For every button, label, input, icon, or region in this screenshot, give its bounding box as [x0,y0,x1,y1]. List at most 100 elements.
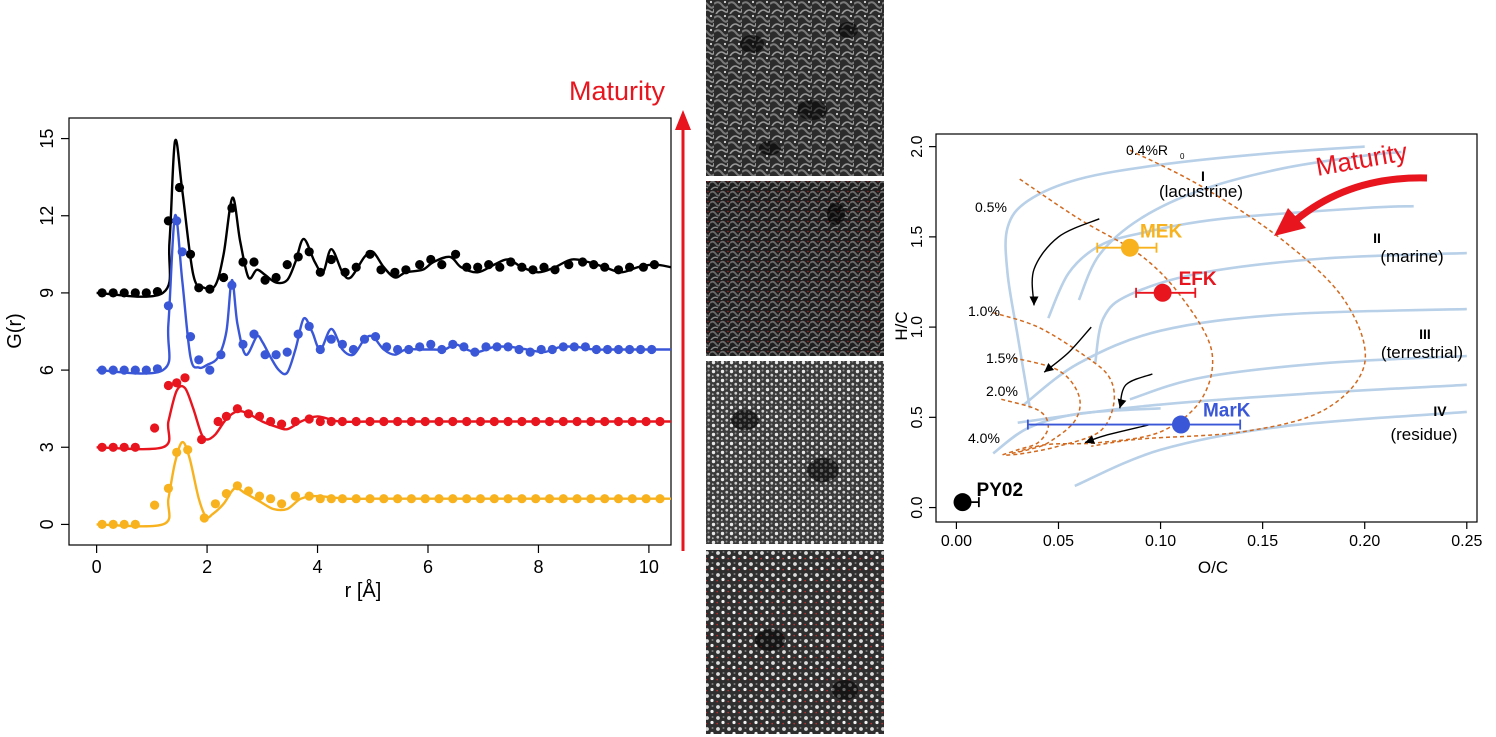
sample-efk-label: EFK [1179,269,1217,290]
pdf-series-3-point [221,489,231,499]
pdf-series-3-point [613,494,624,504]
pdf-series-1-point [152,364,162,374]
vk-y-tick-label: 2.0 [909,135,926,157]
pdf-series-1-point [514,344,524,355]
pdf-series-1-point [293,329,303,339]
pdf-series-1-point [448,339,458,349]
flow-arrow-1 [1043,326,1092,373]
flow-arrow-head-0 [1029,296,1039,306]
pdf-series-0-point [227,203,237,213]
kerogen-type-4-roman: IV [1433,403,1447,419]
pdf-series-2-point [197,434,207,445]
pdf-series-0-point [473,262,483,272]
vk-x-tick-label: 0.20 [1349,533,1380,550]
pdf-series-1-point [558,342,568,352]
pdf-series-2-point [434,416,444,427]
pdf-series-3-point [183,445,193,455]
maturity-isoline-3 [1011,357,1081,455]
pdf-series-0-point [340,267,350,277]
pdf-series-2-point [150,423,160,433]
pdf-series-1-point [437,344,447,355]
pdf-series-1-point [636,344,646,355]
pdf-series-1-point [141,365,151,375]
vk-y-tick-label: 0.0 [909,496,926,518]
pdf-series-1-point [194,355,204,365]
pdf-series-3-point [326,494,336,504]
pdf-series-2-point [277,419,287,429]
kerogen-path-7 [1074,410,1467,488]
pdf-plot-frame [68,117,672,546]
pdf-series-0-point [304,247,314,257]
pdf-series-1-point [172,216,182,226]
maturity-isoline-2 [992,311,1116,456]
pdf-series-3-point [254,491,265,501]
pdf-series-1-point [492,342,502,352]
pdf-series-3-point [475,494,486,504]
flow-arrow-head-1 [1044,363,1055,373]
pdf-series-0-point [495,262,505,272]
pdf-series-3-point [199,513,209,523]
pdf-series-3-point [266,494,276,504]
pdf-series-1-point [536,344,546,355]
pdf-series-1-point [503,342,513,352]
pdf-series-0-point [205,284,215,294]
pdf-series-2-point [531,416,541,427]
pdf-series-3-point [232,481,242,491]
kerogen-path-1 [1047,204,1414,319]
pdf-series-1-point [271,350,281,360]
pdf-series-3-point [351,494,361,504]
pdf-series-3-point [337,494,347,504]
pdf-series-1-point [580,342,591,352]
flow-arrow-head-3 [1085,435,1096,444]
maturity-arrow-head [675,110,691,130]
pdf-series-1-point [359,334,370,344]
kerogen-type-3-name: (terrestrial) [1381,343,1463,362]
pdf-series-3-point [655,494,665,504]
pdf-series-1-point [591,344,602,355]
pdf-y-tick-label: 9 [37,288,57,298]
pdf-series-1-point [525,347,535,357]
vk-x-tick-label: 0.00 [941,533,972,550]
pdf-series-0-point [649,260,660,270]
vk-y-tick-label: 0.5 [909,406,926,428]
pdf-series-1-point [315,344,325,355]
pdf-series-2-point [119,442,129,452]
pdf-series-2-point [97,442,107,452]
kerogen-path-5 [1129,354,1467,401]
pdf-series-2-point [627,416,637,427]
pdf-series-1-point [185,332,196,342]
isoline-label-0-4: 0.4%R [1126,142,1168,158]
vk-y-tick-label: 1.5 [909,226,926,248]
pdf-series-1-point [647,344,657,355]
pdf-series-1-point [227,280,237,290]
pdf-series-2-point [130,442,140,452]
pdf-series-0-point [600,262,610,272]
kerogen-type-1-name: (lacustrine) [1159,182,1243,201]
sample-py02-point [953,493,972,512]
pdf-series-1-point [602,344,613,355]
pdf-series-2-point [243,409,254,419]
pdf-series-3-point [365,494,375,504]
pdf-series-3-point [163,483,173,493]
pdf-series-0-point [97,288,107,298]
vk-maturity-arrow-shaft [1293,174,1428,223]
pdf-series-3-point [489,494,499,504]
pdf-series-1-point [625,344,635,355]
pdf-series-3-point [119,519,129,530]
pdf-series-0-point [437,260,447,270]
pdf-series-3-point [627,494,637,504]
pdf-series-0-point [365,249,375,259]
pdf-series-0-point [390,267,400,277]
snapshot-panel-1 [706,0,884,176]
pdf-series-0-point [119,288,129,298]
pdf-series-2-point [172,378,182,388]
pdf-chart: 0 2 4 6 8 10 0 3 6 9 12 15 r [Å] G(r) [4,117,672,602]
pdf-series-1-point [260,350,270,360]
pdf-series-2-point [489,416,499,427]
pdf-series-0-point [163,216,173,226]
pdf-series-2-point [290,416,300,427]
pdf-series-3-point [315,494,325,504]
kerogen-path-8 [992,407,1161,455]
